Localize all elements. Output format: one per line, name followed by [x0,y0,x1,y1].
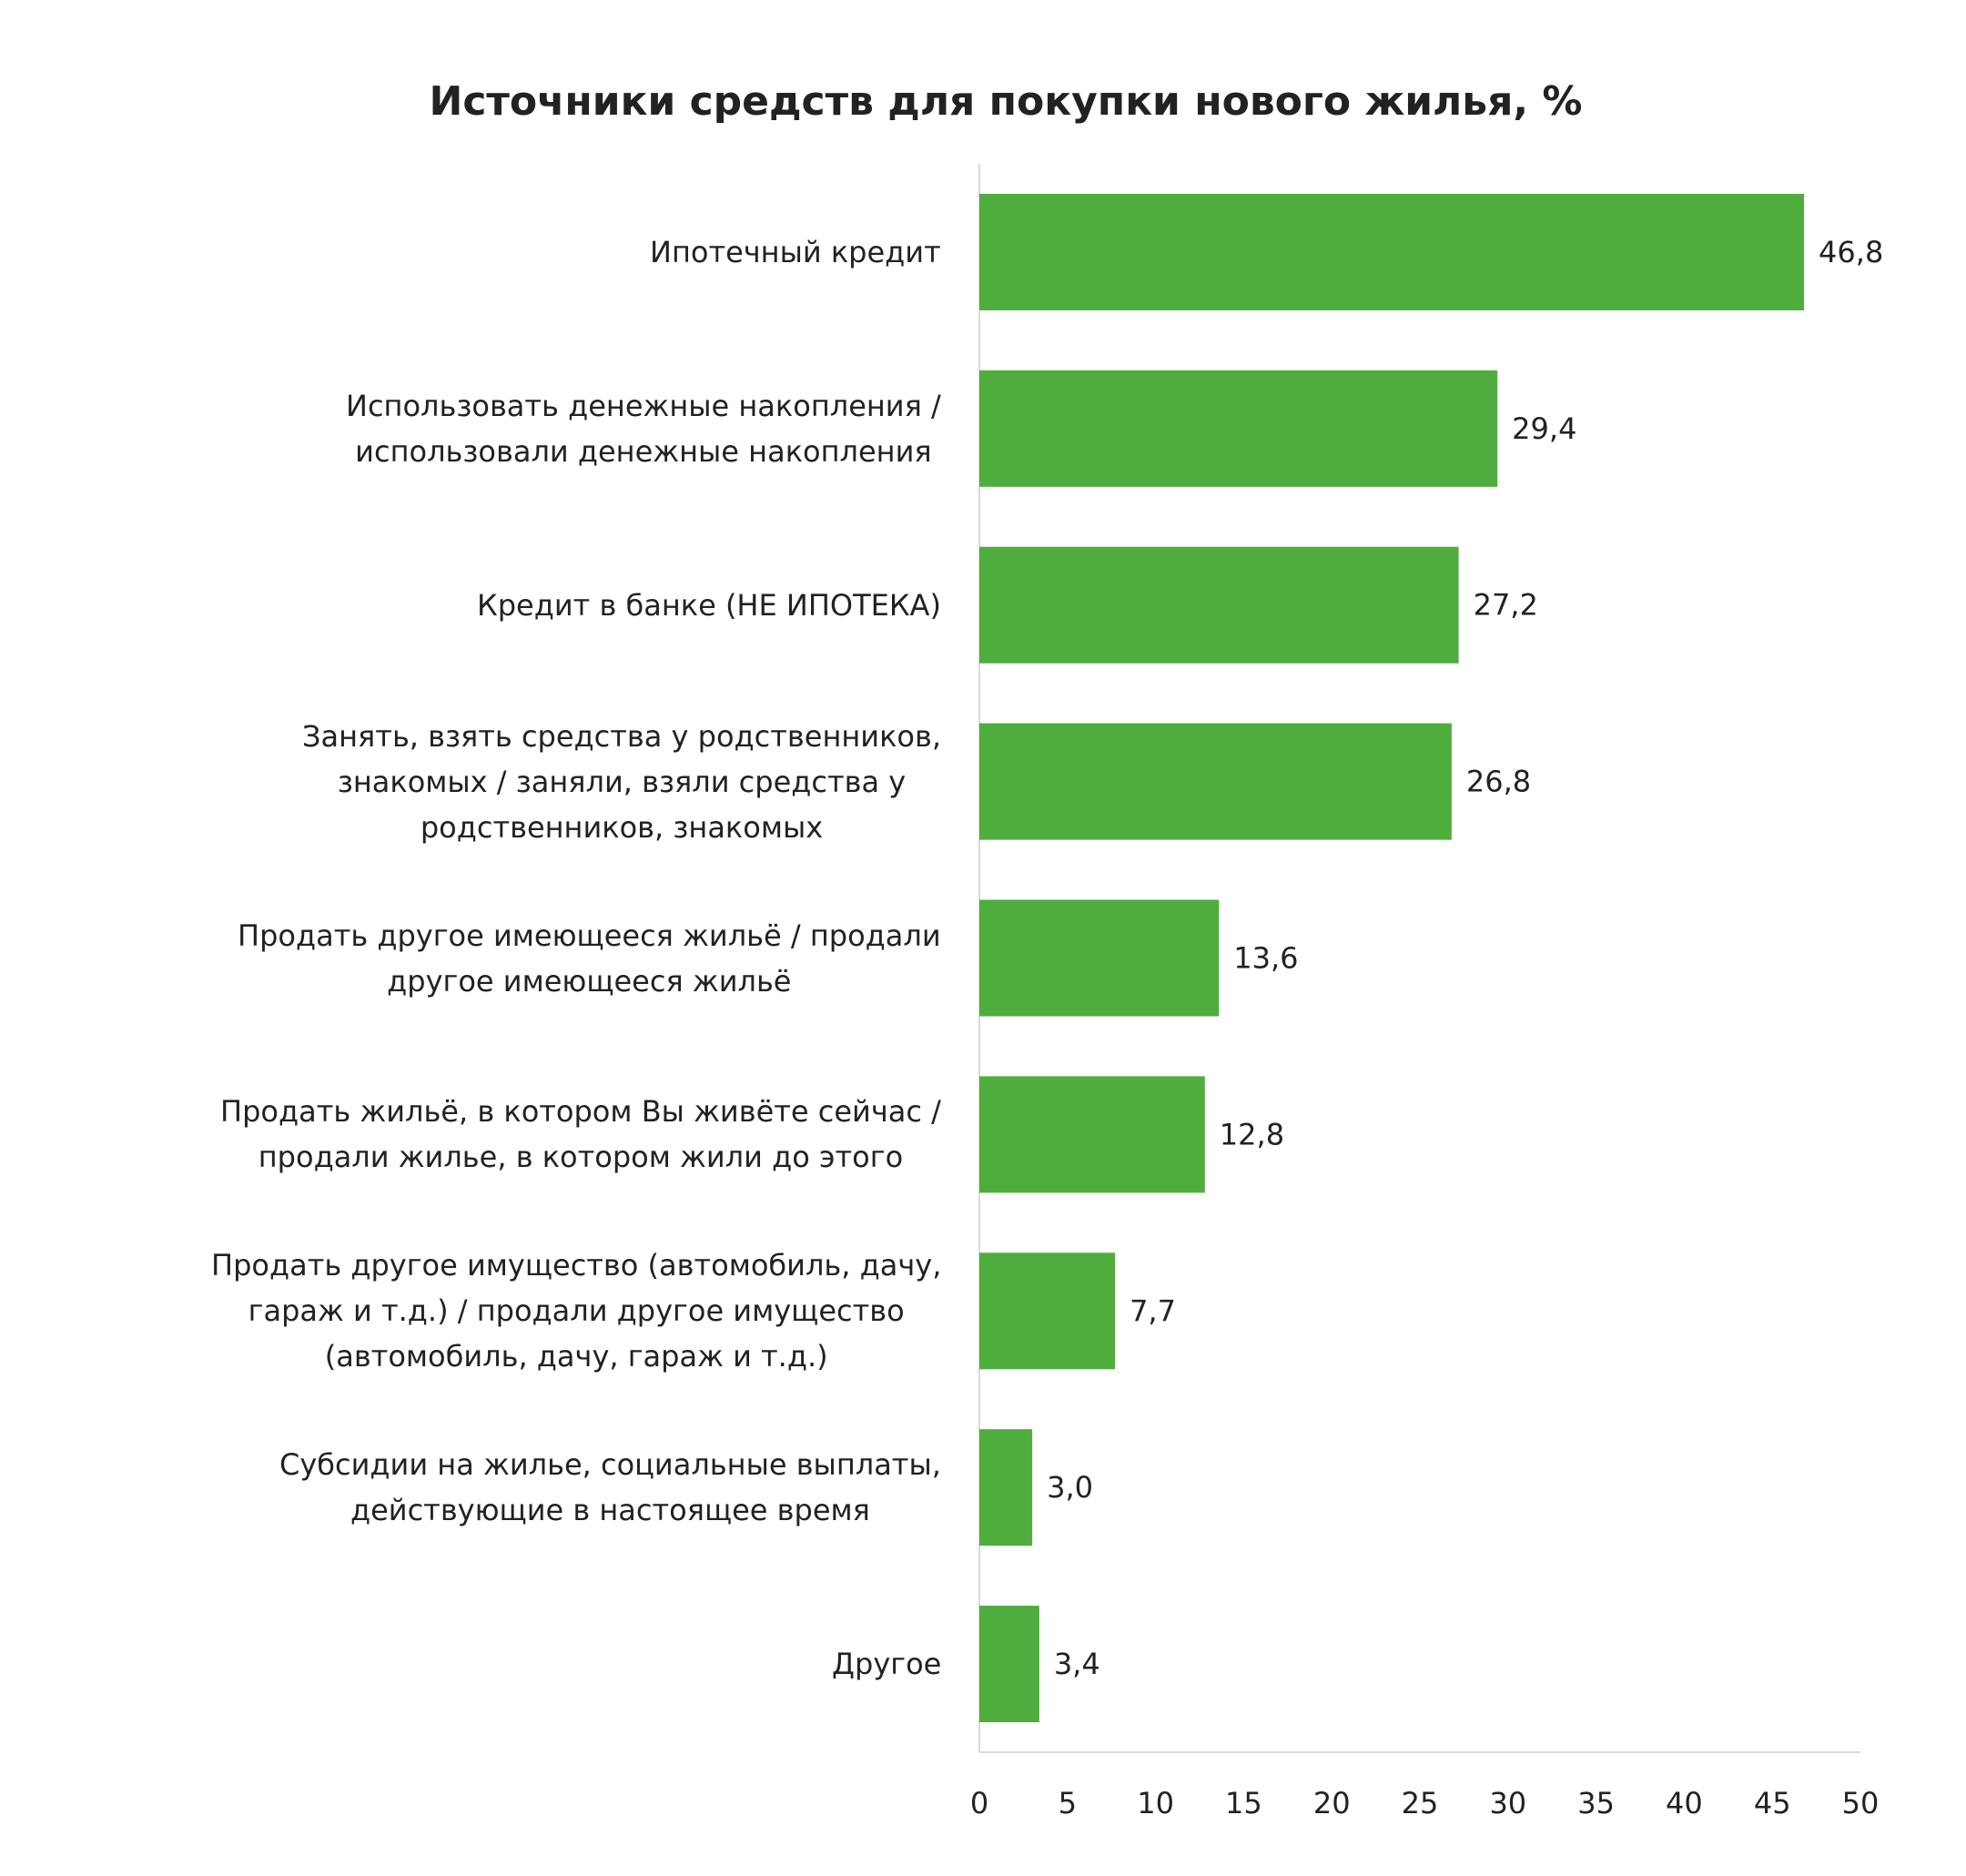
x-tick-label: 50 [1842,1786,1880,1820]
y-tick-label: Субсидии на жилье, социальные выплаты, д… [279,1447,941,1528]
value-label: 3,0 [1047,1470,1093,1505]
value-label: 12,8 [1220,1117,1284,1151]
x-tick-label: 30 [1489,1786,1526,1820]
value-label: 27,2 [1474,588,1538,623]
x-tick-label: 35 [1577,1786,1615,1820]
y-tick-label: Ипотечный кредит [650,234,941,269]
x-tick-label: 10 [1137,1786,1174,1820]
bar [979,1606,1039,1723]
value-label: 3,4 [1054,1647,1100,1681]
value-label: 13,6 [1233,941,1298,976]
bar [979,1076,1205,1193]
x-tick-label: 20 [1313,1786,1351,1820]
y-tick-label: Использовать денежные накопления / испол… [346,388,941,469]
value-label: 26,8 [1466,765,1531,799]
y-tick-label: Продать другое имеющееся жильё / продали… [238,918,941,999]
bar [979,546,1459,664]
y-tick-label: Продать другое имущество (автомобиль, да… [211,1248,942,1374]
y-tick-label: Другое [832,1647,942,1682]
x-tick-label: 25 [1402,1786,1439,1820]
value-label: 29,4 [1512,411,1576,446]
chart-title: Источники средств для покупки нового жил… [430,78,1583,125]
x-tick-label: 0 [970,1786,988,1820]
x-tick-label: 15 [1225,1786,1262,1820]
x-tick-label: 5 [1059,1786,1077,1820]
y-tick-label: Продать жильё, в котором Вы живёте сейча… [220,1094,941,1175]
value-label: 7,7 [1130,1293,1176,1328]
bar [979,723,1452,840]
x-tick-label: 45 [1754,1786,1791,1820]
bar [979,1252,1116,1370]
bar [979,1429,1033,1546]
x-tick-label: 40 [1666,1786,1703,1820]
bar [979,370,1498,487]
y-tick-label: Кредит в банке (НЕ ИПОТЕКА) [477,587,941,623]
value-label: 46,8 [1819,235,1883,269]
bar [979,899,1220,1017]
y-tick-label: Занять, взять средства у родственников, … [302,718,942,845]
bar [979,193,1805,310]
